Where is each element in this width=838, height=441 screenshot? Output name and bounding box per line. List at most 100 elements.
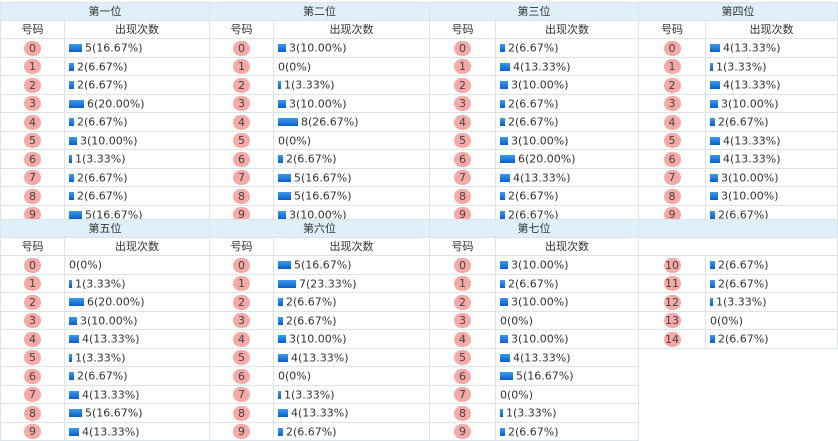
frequency-text: 8(26.67%) xyxy=(301,115,359,129)
frequency-bar xyxy=(710,44,720,52)
frequency-bar xyxy=(710,192,718,200)
frequency-bar xyxy=(710,173,718,182)
frequency-text: 2(6.67%) xyxy=(508,208,559,221)
table-row: 3 3(10.00%) xyxy=(209,93,430,113)
table-row: 2 6(20.00%) xyxy=(0,292,210,312)
table-row: 2 1(3.33%) xyxy=(209,75,430,95)
frequency-text: 4(13.33%) xyxy=(82,425,140,438)
frequency-bar xyxy=(500,81,508,89)
table-row: 6 5(16.67%) xyxy=(429,366,639,386)
number-ball: 0 xyxy=(454,40,471,56)
table-row: 2 2(6.67%) xyxy=(209,292,430,312)
table-row: 10 2(6.67%) xyxy=(638,255,838,275)
number-ball: 0 xyxy=(233,40,250,56)
position-panel: 第五位 号码 出现次数 0 0(0%) 1 1(3.33%) 2 6(20.00%) 3 3(10.… xyxy=(0,219,210,441)
table-row: 4 4(13.33%) xyxy=(0,329,210,349)
frequency-bar xyxy=(278,99,286,108)
frequency-text: 3(10.00%) xyxy=(511,78,569,92)
frequency-bar xyxy=(278,81,281,89)
table-row: 12 1(3.33%) xyxy=(638,292,838,312)
frequency-bar xyxy=(710,118,715,126)
table-row: 9 2(6.67%) xyxy=(429,421,639,441)
number-ball: 7 xyxy=(454,387,471,403)
position-panel: 第六位 号码 出现次数 0 5(16.67%) 1 7(23.33%) 2 2(6.67%) 3 2… xyxy=(209,219,430,441)
frequency-text: 2(6.67%) xyxy=(77,171,128,184)
table-row: 6 0(0%) xyxy=(209,366,430,386)
table-row: 4 3(10.00%) xyxy=(429,329,639,349)
position-panel: 10 2(6.67%) 11 2(6.67%) 12 1(3.33%) 13 0(0%) 14 2… xyxy=(638,219,838,349)
frequency-text: 0(0%) xyxy=(278,60,312,73)
frequency-bar xyxy=(500,210,505,219)
table-row: 0 5(16.67%) xyxy=(0,38,210,58)
number-ball: 6 xyxy=(454,151,471,167)
frequency-bar xyxy=(278,118,298,126)
frequency-text: 1(3.33%) xyxy=(716,295,767,309)
table-row: 4 8(26.67%) xyxy=(209,112,430,132)
frequency-bar xyxy=(710,261,715,269)
table-row: 3 2(6.67%) xyxy=(209,310,430,330)
frequency-text: 2(6.67%) xyxy=(77,369,128,383)
frequency-text: 0(0%) xyxy=(278,134,312,147)
panel-title: 第六位 xyxy=(209,219,430,238)
number-ball: 5 xyxy=(233,133,250,149)
table-row: 6 4(13.33%) xyxy=(638,149,838,169)
number-ball: 2 xyxy=(663,77,681,93)
frequency-bar xyxy=(278,210,286,219)
table-row: 9 2(6.67%) xyxy=(209,421,430,441)
frequency-bar xyxy=(500,261,508,269)
number-ball: 1 xyxy=(24,276,41,292)
frequency-text: 3(10.00%) xyxy=(80,314,138,327)
number-ball: 9 xyxy=(454,207,471,223)
number-ball: 8 xyxy=(454,188,471,204)
frequency-text: 3(10.00%) xyxy=(289,41,347,55)
frequency-bar xyxy=(69,210,82,219)
frequency-text: 2(6.67%) xyxy=(718,115,769,129)
frequency-text: 3(10.00%) xyxy=(80,134,138,147)
frequency-text: 2(6.67%) xyxy=(718,277,769,290)
number-ball: 13 xyxy=(663,313,681,329)
table-row: 7 5(16.67%) xyxy=(209,167,430,187)
frequency-text: 3(10.00%) xyxy=(721,171,779,184)
number-ball: 5 xyxy=(454,133,471,149)
column-header-count: 出现次数 xyxy=(273,20,430,39)
number-ball: 8 xyxy=(233,188,250,204)
frequency-bar xyxy=(500,155,515,163)
frequency-text: 2(6.67%) xyxy=(718,332,769,346)
frequency-text: 4(13.33%) xyxy=(82,332,140,346)
table-row: 1 1(3.33%) xyxy=(638,56,838,76)
frequency-text: 5(16.67%) xyxy=(294,189,352,203)
frequency-bar xyxy=(278,192,291,200)
number-ball: 6 xyxy=(24,368,41,384)
frequency-text: 0(0%) xyxy=(278,369,312,383)
position-panel: 第三位 号码 出现次数 0 2(6.67%) 1 4(13.33%) 2 3(10.00%) 3 2… xyxy=(429,2,639,224)
number-ball: 7 xyxy=(24,387,41,403)
number-ball: 7 xyxy=(24,170,41,186)
frequency-text: 7(23.33%) xyxy=(299,277,357,290)
frequency-bar xyxy=(69,335,79,343)
number-ball: 3 xyxy=(454,313,471,329)
number-ball: 1 xyxy=(233,59,250,75)
frequency-bar xyxy=(500,427,505,436)
table-row: 1 4(13.33%) xyxy=(429,56,639,76)
frequency-bar xyxy=(500,409,503,417)
number-ball: 9 xyxy=(233,424,250,440)
frequency-bar xyxy=(500,99,505,108)
number-ball: 8 xyxy=(24,188,41,204)
table-row: 4 2(6.67%) xyxy=(0,112,210,132)
frequency-text: 3(10.00%) xyxy=(511,332,569,346)
frequency-text: 2(6.67%) xyxy=(508,277,559,290)
frequency-text: 4(13.33%) xyxy=(82,388,140,401)
frequency-bar xyxy=(278,427,283,436)
column-header-number: 号码 xyxy=(429,20,496,39)
table-row: 1 2(6.67%) xyxy=(429,273,639,293)
table-row: 7 4(13.33%) xyxy=(0,384,210,404)
frequency-text: 3(10.00%) xyxy=(721,97,779,110)
column-header-number: 号码 xyxy=(0,20,65,39)
panel-title xyxy=(638,219,838,238)
frequency-text: 2(6.67%) xyxy=(286,295,337,309)
frequency-text: 2(6.67%) xyxy=(718,208,769,221)
panel-title: 第二位 xyxy=(209,2,430,21)
frequency-bar xyxy=(500,44,505,52)
frequency-bar xyxy=(69,390,79,399)
number-ball: 12 xyxy=(663,294,681,310)
